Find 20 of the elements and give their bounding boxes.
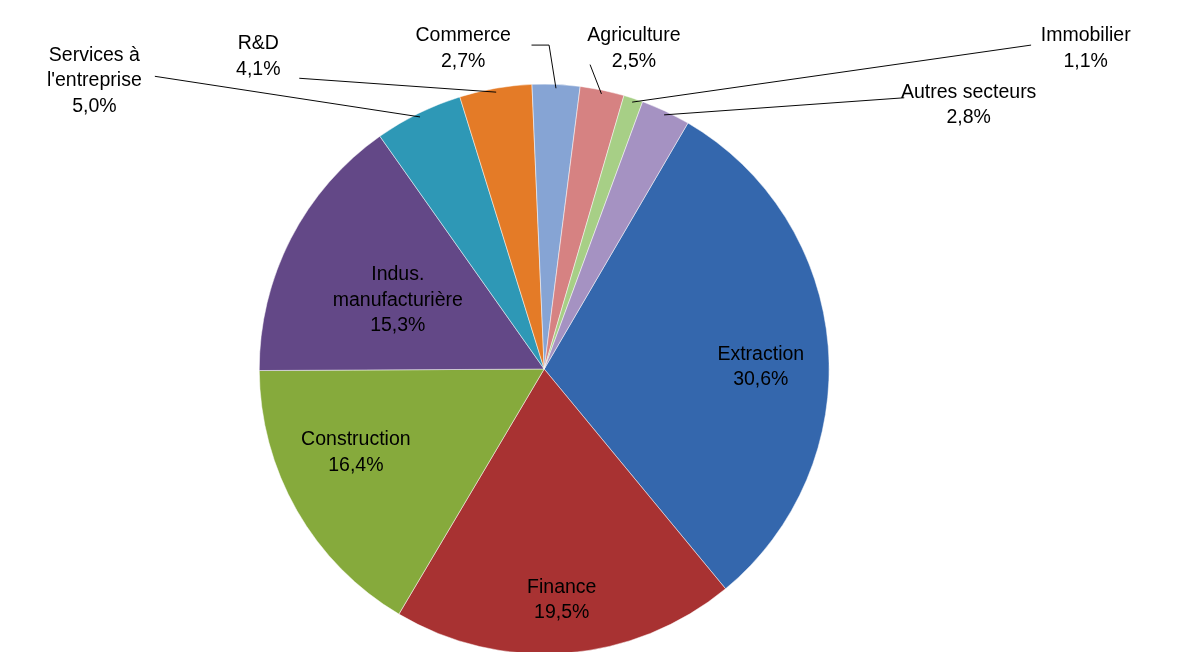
slice-label: Construction bbox=[301, 427, 411, 450]
slice-label: Indus. manufacturière bbox=[332, 262, 463, 310]
slice-label: Commerce bbox=[415, 23, 511, 46]
data-label: 2,7% bbox=[440, 48, 486, 71]
data-label: 5,0% bbox=[72, 93, 117, 116]
slice-label: R&D bbox=[237, 31, 279, 54]
slice-label: Immobilier bbox=[1040, 23, 1132, 46]
data-label: 15,3% bbox=[370, 313, 426, 336]
data-label: 2,8% bbox=[946, 105, 991, 128]
data-label: 19,5% bbox=[534, 600, 590, 623]
slice-label: Extraction bbox=[717, 341, 805, 364]
slice-label: Finance bbox=[527, 574, 597, 597]
data-label: 4,1% bbox=[236, 56, 281, 79]
slice-label: Autres secteurs bbox=[900, 80, 1037, 103]
data-label: 16,4% bbox=[328, 452, 384, 475]
data-label: 1,1% bbox=[1063, 48, 1108, 71]
slice-label: Services à l'entreprise bbox=[46, 42, 142, 91]
data-label: 2,5% bbox=[611, 48, 657, 71]
data-label: 30,6% bbox=[733, 366, 789, 389]
slice-label: Agriculture bbox=[587, 23, 681, 46]
